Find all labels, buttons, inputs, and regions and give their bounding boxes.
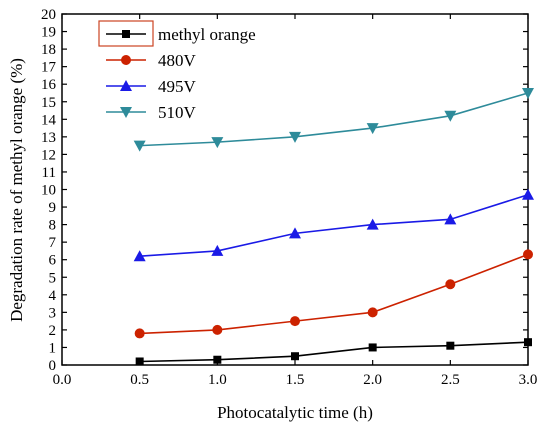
legend-marker [121,55,131,65]
legend-marker [120,107,132,118]
y-tick-label: 0 [49,358,57,374]
x-tick-label: 0.5 [130,372,149,388]
y-tick-label: 4 [49,288,57,304]
x-axis: 0.0 0.5 1.0 1.5 2.0 2.5 3.0 [53,14,538,388]
y-tick-label: 16 [41,77,57,93]
y-tick-label: 19 [41,25,56,41]
data-point [290,316,300,327]
data-point [522,87,534,99]
data-point [291,352,299,361]
data-point [524,338,532,347]
y-tick-label: 3 [49,305,57,321]
data-point [133,250,146,262]
y-tick-label: 11 [42,165,56,181]
data-point [135,357,144,366]
legend-item: 495V [106,77,197,96]
x-tick-label: 2.5 [441,372,460,388]
x-tick-label: 0.0 [53,372,72,388]
y-tick-label: 20 [41,7,56,23]
series-line [139,341,529,363]
legend-box [98,20,154,47]
series-1 [134,249,533,339]
data-point [522,188,534,200]
data-point [289,227,301,239]
series-0 [135,338,532,366]
series-line [139,92,529,147]
data-point [523,249,533,260]
y-tick-label: 10 [41,183,56,199]
data-point [444,110,457,122]
data-point [133,140,146,152]
y-tick-label: 5 [49,270,57,286]
y-tick-label: 13 [41,130,56,146]
x-tick-label: 1.0 [208,372,227,388]
data-point [444,213,457,225]
data-point [212,324,223,335]
y-tick-label: 12 [41,147,56,163]
data-point [213,355,222,364]
legend-label: 510V [158,103,197,122]
y-tick-label: 9 [49,200,57,216]
series-line [139,253,529,335]
legend-item: 480V [106,51,197,70]
data-point [368,343,377,352]
y-axis-title: Degradation rate of methyl orange (%) [7,58,26,322]
y-tick-label: 14 [41,112,57,128]
x-tick-label: 1.5 [286,372,305,388]
y-tick-label: 8 [49,218,57,234]
y-tick-label: 15 [41,95,56,111]
y-tick-label: 1 [49,340,57,356]
x-tick-label: 3.0 [519,372,538,388]
data-point [367,307,378,318]
legend-item: 510V [106,103,197,122]
y-tick-label: 6 [49,253,57,269]
series-layer [133,87,534,366]
legend-label: methyl orange [158,25,256,44]
data-point [211,137,224,149]
data-point [366,123,379,135]
y-tick-label: 2 [49,323,57,339]
plot-frame [61,13,529,366]
y-tick-label: 17 [41,60,57,76]
legend-label: 480V [158,51,197,70]
series-3 [133,87,534,152]
data-point [446,341,455,350]
x-axis-title: Photocatalytic time (h) [217,403,373,422]
y-tick-label: 7 [49,235,57,251]
legend-marker [120,80,132,91]
data-point [134,328,145,339]
y-tick-label: 18 [41,42,56,58]
series-line [139,194,529,257]
data-point [366,218,379,230]
data-point [445,279,456,290]
series-2 [133,188,534,262]
legend-item: methyl orange [106,25,256,44]
data-point [289,131,301,143]
data-point [211,244,224,256]
legend-label: 495V [158,77,197,96]
legend-marker [122,30,130,38]
x-tick-label: 2.0 [363,372,382,388]
legend: methyl orange 480V 495V 510V [98,20,256,122]
